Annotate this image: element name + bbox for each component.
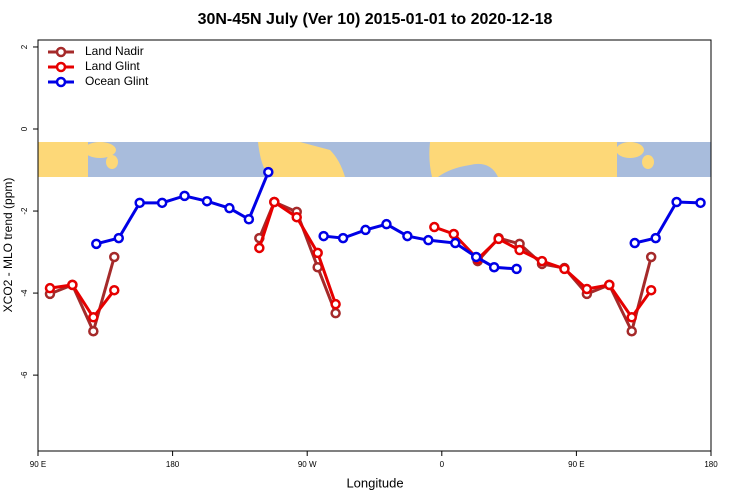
chart-title: 30N-45N July (Ver 10) 2015-01-01 to 2020… xyxy=(198,11,553,28)
data-point xyxy=(201,195,213,207)
data-point xyxy=(113,232,125,244)
data-point xyxy=(604,279,615,291)
plot-frame xyxy=(37,39,712,452)
y-tick-label: -6 xyxy=(20,371,29,379)
data-point xyxy=(488,261,500,273)
data-point xyxy=(381,218,392,230)
legend-label: Land Nadir xyxy=(85,44,144,58)
data-point xyxy=(402,230,413,242)
data-point xyxy=(179,190,190,202)
data-point xyxy=(626,312,637,323)
legend-marker xyxy=(55,46,67,58)
data-point xyxy=(581,283,593,295)
data-point xyxy=(269,196,280,208)
data-point xyxy=(134,197,145,209)
data-point xyxy=(626,325,637,337)
data-point xyxy=(360,224,371,236)
x-axis-label: Longitude xyxy=(346,475,403,490)
data-point xyxy=(645,251,657,263)
data-point xyxy=(330,307,341,319)
legend-label: Ocean Glint xyxy=(85,74,149,88)
data-point xyxy=(88,312,99,323)
map-band xyxy=(38,142,711,177)
data-point xyxy=(514,244,525,256)
series-line xyxy=(634,200,701,245)
x-tick-label: 0 xyxy=(440,460,445,469)
data-point xyxy=(470,251,482,263)
data-point xyxy=(695,197,706,209)
data-point xyxy=(291,211,302,223)
data-point xyxy=(423,234,434,246)
data-point xyxy=(312,247,323,259)
data-point xyxy=(44,282,56,294)
y-tick-label: -2 xyxy=(20,207,29,215)
y-tick-label: 0 xyxy=(20,126,29,131)
series-line xyxy=(49,283,116,320)
x-tick-label: 180 xyxy=(166,460,180,469)
data-point xyxy=(511,263,522,275)
series-line xyxy=(49,256,116,336)
data-point xyxy=(243,213,255,225)
data-point xyxy=(224,202,235,214)
data-point xyxy=(448,228,460,240)
series-line xyxy=(323,222,517,271)
data-point xyxy=(88,325,99,337)
data-point xyxy=(629,237,640,249)
data-point xyxy=(429,221,440,233)
data-point xyxy=(67,279,78,291)
data-point xyxy=(330,298,341,310)
y-axis-label: XCO2 - MLO trend (ppm) xyxy=(1,178,15,313)
x-tick-label: 90 W xyxy=(298,460,317,469)
x-tick-label: 180 xyxy=(704,460,718,469)
data-point xyxy=(493,233,504,245)
data-point xyxy=(337,232,349,244)
data-point xyxy=(91,238,102,250)
data-point xyxy=(109,284,120,296)
data-point xyxy=(156,197,168,209)
series-line xyxy=(476,236,653,336)
x-tick-label: 90 E xyxy=(568,460,584,469)
x-tick-label: 90 E xyxy=(30,460,46,469)
data-point xyxy=(318,230,329,242)
data-point xyxy=(450,237,461,249)
legend-label: Land Glint xyxy=(85,59,140,73)
data-point xyxy=(109,251,120,263)
legend-marker xyxy=(55,61,67,73)
data-point xyxy=(536,255,548,267)
data-point xyxy=(645,284,657,296)
legend-marker xyxy=(55,76,67,88)
y-tick-label: 2 xyxy=(20,44,29,49)
series-line xyxy=(95,171,270,246)
y-tick-label: -4 xyxy=(20,289,29,297)
data-point xyxy=(650,232,661,244)
data-point xyxy=(254,242,265,254)
data-point xyxy=(671,196,682,208)
data-point xyxy=(263,166,274,178)
data-point xyxy=(559,263,570,275)
